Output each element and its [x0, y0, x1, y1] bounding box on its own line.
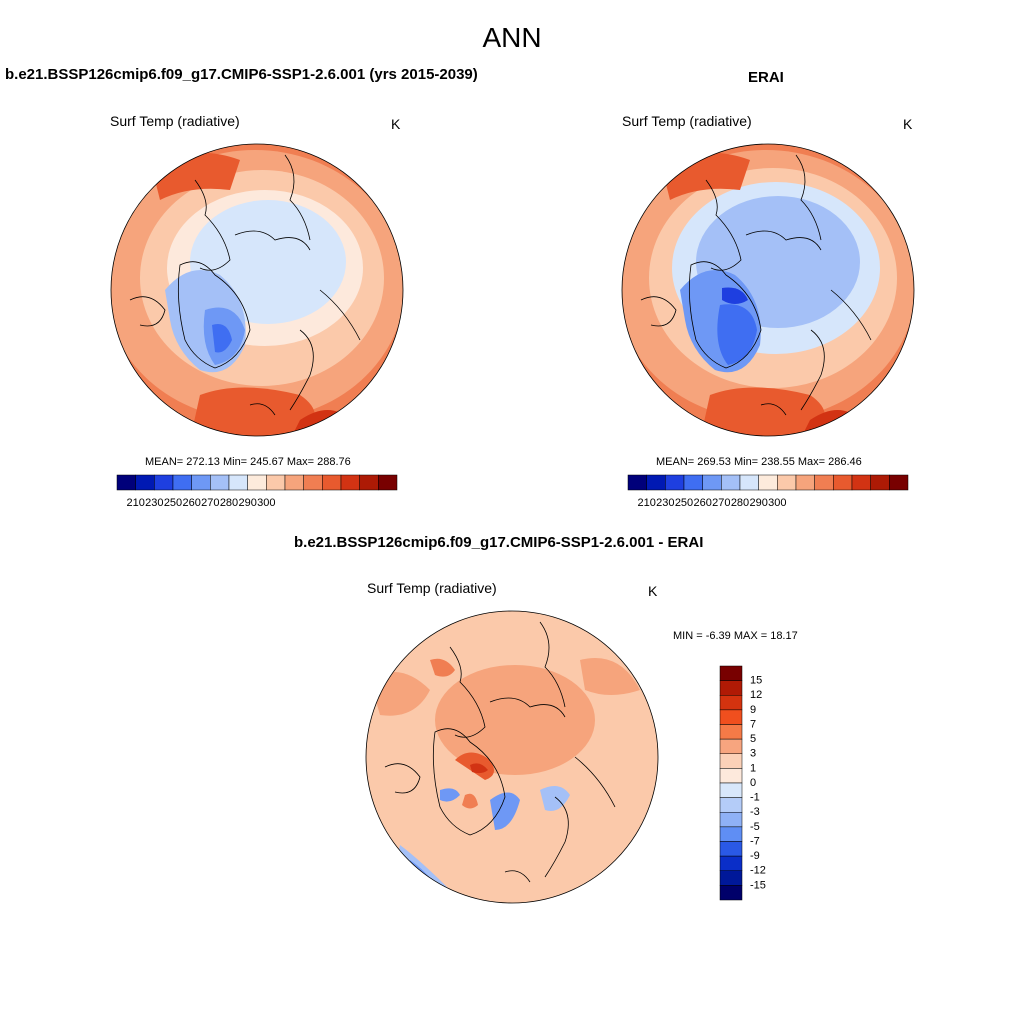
colorbar-swatch	[719, 753, 743, 769]
colorbar-tick-label: -9	[750, 850, 760, 862]
colorbar-swatch	[378, 474, 398, 491]
colorbar-swatch	[702, 474, 722, 491]
colorbar-tick-label: 3	[750, 748, 756, 760]
colorbar-tick-label: -7	[750, 835, 760, 847]
colorbar-tick-label: 250	[164, 497, 182, 509]
colorbar-tick-label: 15	[750, 675, 762, 687]
colorbar-swatch	[247, 474, 267, 491]
colorbar-tick-label: -1	[750, 792, 760, 804]
colorbar-tick-label: 1	[750, 762, 756, 774]
colorbar-swatch	[719, 768, 743, 784]
colorbar-swatch	[889, 474, 909, 491]
colorbar-swatch	[627, 474, 647, 491]
colorbar-tick-label: -12	[750, 865, 766, 877]
colorbar-swatch	[719, 709, 743, 725]
colorbar-swatch	[833, 474, 853, 491]
panel-title-obs: ERAI	[748, 69, 784, 86]
stats-diff: MIN = -6.39 MAX = 18.17	[673, 630, 798, 642]
colorbar-swatch	[719, 680, 743, 696]
colorbar-swatch	[210, 474, 230, 491]
colorbar-swatch	[303, 474, 323, 491]
colorbar-swatch	[719, 665, 743, 681]
figure-title: ANN	[482, 22, 542, 53]
colorbar-tick-label: 7	[750, 718, 756, 730]
colorbar-tick-label: -5	[750, 821, 760, 833]
colorbar-tick-label: 270	[712, 497, 730, 509]
colorbar-swatch	[719, 841, 743, 857]
panel-title-model: b.e21.BSSP126cmip6.f09_g17.CMIP6-SSP1-2.…	[5, 66, 478, 83]
colorbar-tick-label: 280	[220, 497, 238, 509]
units-label-obs: K	[903, 116, 913, 132]
colorbar-swatch	[719, 782, 743, 798]
colorbar-swatch	[719, 738, 743, 754]
colorbar-tick-label: 230	[145, 497, 163, 509]
colorbar-swatch	[266, 474, 286, 491]
colorbar-tick-label: 290	[749, 497, 767, 509]
colorbar-swatch	[322, 474, 342, 491]
colorbar-swatch	[777, 474, 797, 491]
colorbar-tick-label: 9	[750, 704, 756, 716]
colorbar-swatch	[154, 474, 174, 491]
colorbar-tick-label: 5	[750, 733, 756, 745]
units-label-model: K	[391, 116, 401, 132]
colorbar-swatch	[721, 474, 741, 491]
colorbar-swatch	[646, 474, 666, 491]
colorbar-swatch	[719, 826, 743, 842]
colorbar-swatch	[135, 474, 155, 491]
colorbar-tick-label: 210	[126, 497, 144, 509]
variable-label-diff: Surf Temp (radiative)	[367, 580, 497, 596]
colorbar-swatch	[284, 474, 304, 491]
panel-title-diff: b.e21.BSSP126cmip6.f09_g17.CMIP6-SSP1-2.…	[294, 534, 704, 551]
colorbar-swatch	[719, 812, 743, 828]
colorbar-tick-label: 270	[201, 497, 219, 509]
colorbar-tick-label: 230	[656, 497, 674, 509]
colorbar-swatch	[116, 474, 136, 491]
colorbar-swatch	[870, 474, 890, 491]
colorbar-swatch	[719, 695, 743, 711]
colorbar-swatch	[851, 474, 871, 491]
colorbar-diff: 15 12 9 7 5 3 1 0 -1 -3 -5 -7 -9 -12 -15	[719, 665, 766, 901]
colorbar-tick-label: 250	[675, 497, 693, 509]
colorbar-tick-label: 260	[693, 497, 711, 509]
colorbar-tick-label: 300	[257, 497, 275, 509]
colorbar-swatch	[359, 474, 379, 491]
colorbar-swatch	[665, 474, 685, 491]
polar-map-obs	[621, 143, 915, 437]
colorbar-swatch	[814, 474, 834, 491]
stats-obs: MEAN= 269.53 Min= 238.55 Max= 286.46	[656, 456, 862, 468]
colorbar-swatch	[739, 474, 759, 491]
polar-map-model	[110, 143, 404, 437]
variable-label-obs: Surf Temp (radiative)	[622, 113, 752, 129]
colorbar-tick-label: 12	[750, 689, 762, 701]
units-label-diff: K	[648, 583, 658, 599]
colorbar-swatch	[172, 474, 192, 491]
colorbar-swatch	[228, 474, 248, 491]
colorbar-tick-label: 300	[768, 497, 786, 509]
variable-label-model: Surf Temp (radiative)	[110, 113, 240, 129]
colorbar-swatch	[719, 797, 743, 813]
colorbar-tick-label: 0	[750, 777, 756, 789]
colorbar-tick-label: 280	[731, 497, 749, 509]
colorbar-swatch	[719, 724, 743, 740]
colorbar-tick-label: 210	[637, 497, 655, 509]
colorbar-swatch	[340, 474, 360, 491]
colorbar-swatch	[683, 474, 703, 491]
colorbar-tick-label: -3	[750, 806, 760, 818]
colorbar-swatch	[719, 855, 743, 871]
stats-model: MEAN= 272.13 Min= 245.67 Max= 288.76	[145, 456, 351, 468]
colorbar-swatch	[191, 474, 211, 491]
colorbar-model: 210 230 250 260 270 280 290 300	[116, 474, 398, 509]
colorbar-swatch	[719, 870, 743, 886]
colorbar-tick-label: 260	[182, 497, 200, 509]
colorbar-swatch	[758, 474, 778, 491]
colorbar-tick-label: 290	[238, 497, 256, 509]
colorbar-tick-label: -15	[750, 879, 766, 891]
colorbar-swatch	[795, 474, 815, 491]
colorbar-swatch	[719, 885, 743, 901]
polar-map-diff	[365, 610, 659, 904]
colorbar-obs: 210 230 250 260 270 280 290 300	[627, 474, 909, 509]
